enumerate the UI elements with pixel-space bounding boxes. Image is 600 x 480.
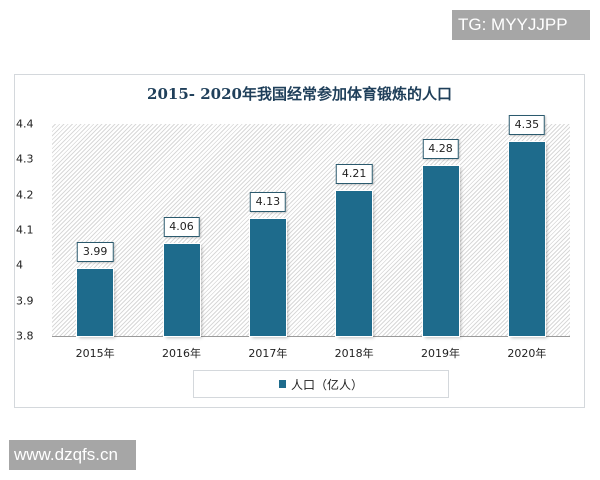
bar	[249, 219, 286, 336]
watermark-bottom: www.dzqfs.cn	[9, 440, 136, 470]
chart-title: 2015- 2020年我国经常参加体育锻炼的人口	[147, 85, 452, 103]
data-label: 4.28	[422, 139, 459, 160]
x-tick-label: 2018年	[334, 347, 374, 360]
y-tick-label: 4.1	[16, 223, 34, 237]
data-label: 4.35	[508, 114, 546, 135]
x-tick-label: 2017年	[248, 347, 288, 360]
y-tick-label: 4.2	[16, 188, 34, 202]
bar	[422, 166, 459, 336]
x-tick-label: 2015年	[75, 347, 115, 360]
legend-swatch	[278, 380, 286, 388]
plot-area	[52, 124, 570, 336]
watermark-top: TG: MYYJJPP	[452, 10, 590, 40]
bar	[163, 244, 200, 336]
bar	[77, 268, 114, 336]
data-label: 4.13	[249, 192, 287, 213]
x-tick-label: 2020年	[507, 347, 547, 360]
y-tick-label: 4	[16, 258, 23, 272]
y-tick-label: 3.8	[16, 329, 34, 343]
data-label: 4.21	[335, 164, 373, 185]
x-axis-line	[52, 336, 570, 337]
legend-label: 人口（亿人）	[290, 377, 363, 392]
x-tick-label: 2016年	[162, 347, 201, 360]
legend: 人口（亿人）	[193, 370, 449, 398]
y-tick-label: 4.4	[16, 117, 34, 131]
y-tick-label: 4.3	[16, 152, 34, 166]
bar	[508, 141, 545, 336]
x-tick-label: 2019年	[421, 347, 460, 360]
data-label: 4.06	[163, 217, 200, 238]
data-label: 3.99	[76, 241, 114, 262]
y-tick-label: 3.9	[16, 294, 34, 308]
bar	[336, 191, 373, 336]
